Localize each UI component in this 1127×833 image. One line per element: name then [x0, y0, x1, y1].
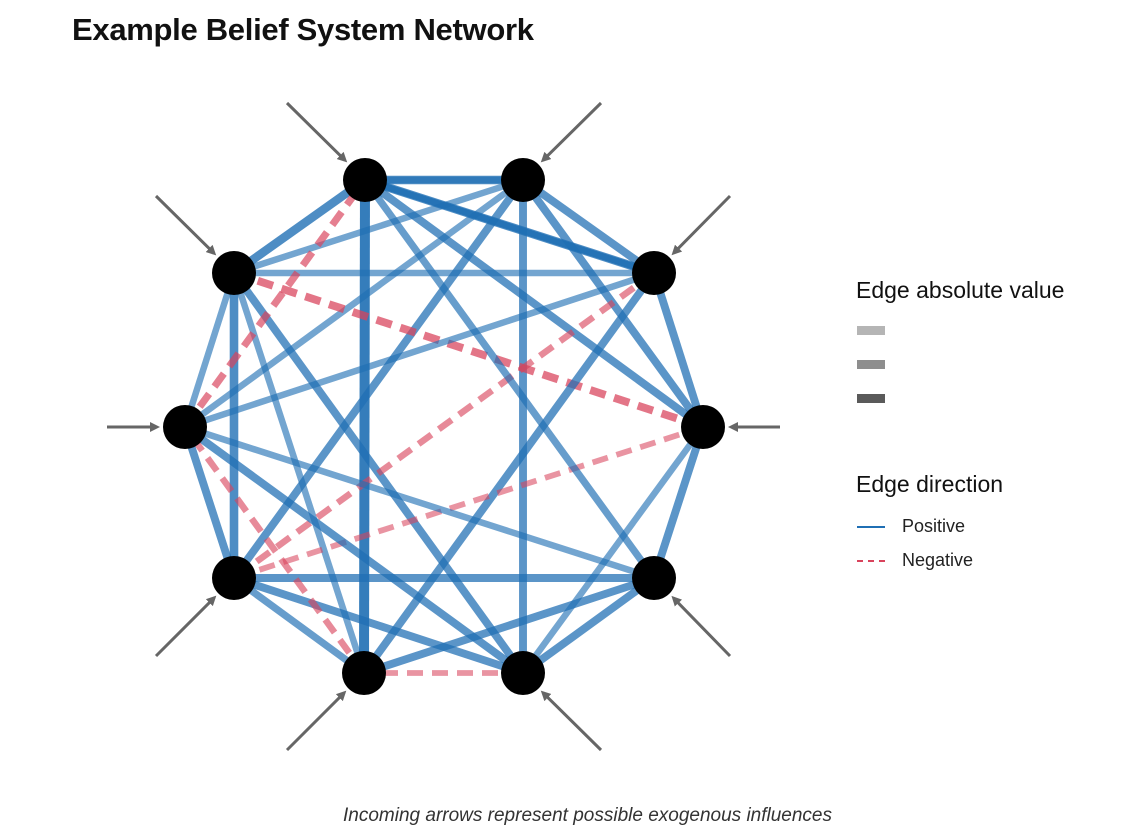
edges-layer — [181, 175, 707, 677]
nodes-layer — [163, 158, 725, 695]
arrows-layer — [107, 101, 780, 752]
belief-node — [632, 251, 676, 295]
exogenous-arrow — [540, 690, 603, 752]
edge-negative — [182, 425, 367, 675]
edge-positive — [650, 271, 707, 429]
legend-line-negative — [857, 560, 885, 562]
edge-negative — [182, 177, 368, 430]
exogenous-arrow — [540, 101, 603, 163]
edge-negative — [233, 424, 704, 581]
edge-positive — [231, 176, 368, 277]
belief-node — [681, 405, 725, 449]
caption: Incoming arrows represent possible exoge… — [343, 805, 832, 826]
belief-node — [342, 651, 386, 695]
edge-positive — [650, 425, 707, 580]
exogenous-arrow — [285, 690, 347, 752]
legend-label-negative: Negative — [902, 550, 974, 570]
network-diagram — [107, 101, 780, 752]
page-title: Example Belief System Network — [72, 12, 534, 47]
belief-node — [501, 651, 545, 695]
edge-positive — [183, 269, 656, 431]
edge-positive — [183, 177, 525, 430]
edge-positive — [520, 574, 657, 677]
exogenous-arrow — [671, 194, 732, 256]
edge-positive — [184, 423, 655, 582]
legend-label-positive: Positive — [902, 516, 966, 536]
belief-node — [501, 158, 545, 202]
edge-positive — [362, 177, 657, 581]
edge-positive — [364, 176, 655, 277]
edge-positive — [359, 179, 370, 674]
belief-node — [163, 405, 207, 449]
edge-positive — [230, 177, 527, 581]
edge-positive — [232, 574, 525, 677]
edge-positive — [181, 425, 238, 580]
edge-negative — [232, 270, 656, 581]
belief-node — [212, 556, 256, 600]
edge-positive — [362, 574, 656, 677]
edge-positive — [181, 272, 238, 428]
edge-negative — [232, 269, 705, 431]
legend-swatch-strong — [857, 394, 885, 403]
exogenous-arrow — [285, 101, 348, 163]
edge-positive — [360, 270, 658, 676]
edge-positive — [362, 176, 706, 431]
exogenous-arrow — [154, 595, 217, 658]
belief-node — [632, 556, 676, 600]
edge-positive — [182, 423, 526, 677]
legend-dir-title: Edge direction — [856, 471, 1004, 497]
belief-node — [343, 158, 387, 202]
belief-node — [212, 251, 256, 295]
edge-positive — [230, 271, 368, 675]
exogenous-arrow — [154, 194, 217, 256]
legend-swatch-weak — [857, 326, 885, 335]
edge-positive — [520, 425, 706, 675]
edge-positive — [231, 575, 367, 676]
legend-abs-title: Edge absolute value — [856, 277, 1065, 303]
exogenous-arrow — [671, 595, 732, 658]
edge-positive — [233, 176, 524, 277]
legend-swatch-medium — [857, 360, 885, 369]
legend-line-positive — [857, 526, 885, 528]
edge-positive — [520, 176, 657, 277]
